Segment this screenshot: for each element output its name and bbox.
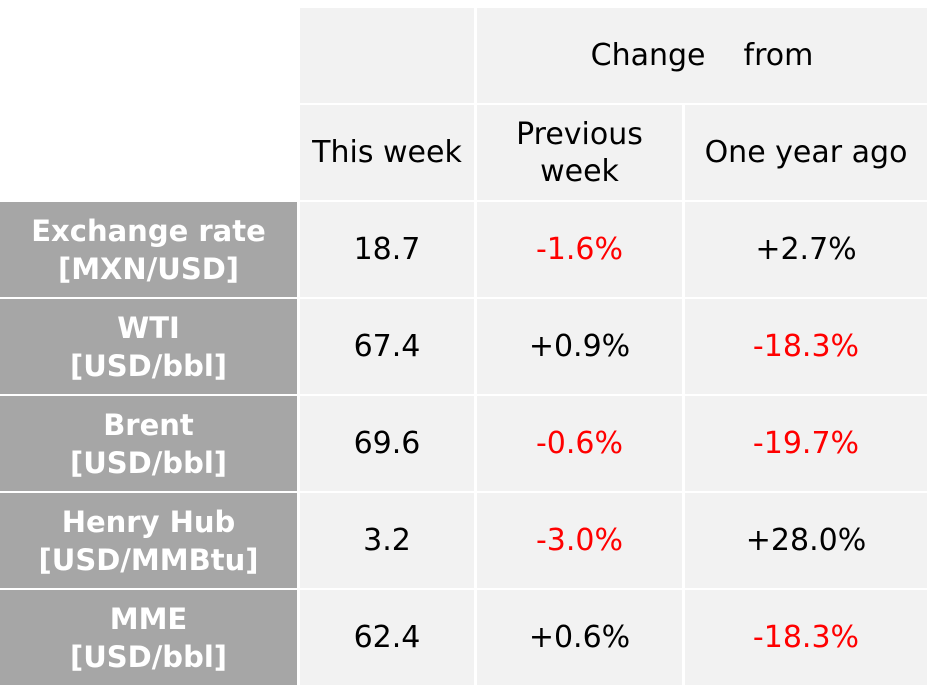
header-blank-cell xyxy=(300,8,474,103)
table-cell-this-week: 3.2 xyxy=(300,493,474,588)
table-cell-this-week: 18.7 xyxy=(300,202,474,297)
col-header-this-week: This week xyxy=(300,105,474,200)
row-label-exchange-rate: Exchange rate [MXN/USD] xyxy=(0,202,297,297)
table-cell-previous-week: -3.0% xyxy=(477,493,682,588)
change-word: Change xyxy=(590,38,706,73)
table-cell-previous-week: +0.9% xyxy=(477,299,682,394)
table-cell-previous-week: -1.6% xyxy=(477,202,682,297)
col-header-previous-week: Previous week xyxy=(477,105,682,200)
table-cell-previous-week: +0.6% xyxy=(477,590,682,685)
row-label-wti: WTI [USD/bbl] xyxy=(0,299,297,394)
row-label-brent: Brent [USD/bbl] xyxy=(0,396,297,491)
from-word: from xyxy=(743,38,814,73)
table-cell-one-year-ago: +2.7% xyxy=(685,202,927,297)
col-header-one-year-ago: One year ago xyxy=(685,105,927,200)
col-header-previous-line1: Previous xyxy=(516,116,643,152)
table-cell-previous-week: -0.6% xyxy=(477,396,682,491)
col-header-previous-line2: week xyxy=(540,153,619,189)
row-label-henry-hub: Henry Hub [USD/MMBtu] xyxy=(0,493,297,588)
table-cell-this-week: 67.4 xyxy=(300,299,474,394)
row-label-mme: MME [USD/bbl] xyxy=(0,590,297,685)
table-cell-one-year-ago: -18.3% xyxy=(685,299,927,394)
table-cell-one-year-ago: -18.3% xyxy=(685,590,927,685)
table-cell-one-year-ago: +28.0% xyxy=(685,493,927,588)
table-cell-one-year-ago: -19.7% xyxy=(685,396,927,491)
table-cell-this-week: 62.4 xyxy=(300,590,474,685)
table-cell-this-week: 69.6 xyxy=(300,396,474,491)
change-from-header: Change from xyxy=(477,8,927,103)
